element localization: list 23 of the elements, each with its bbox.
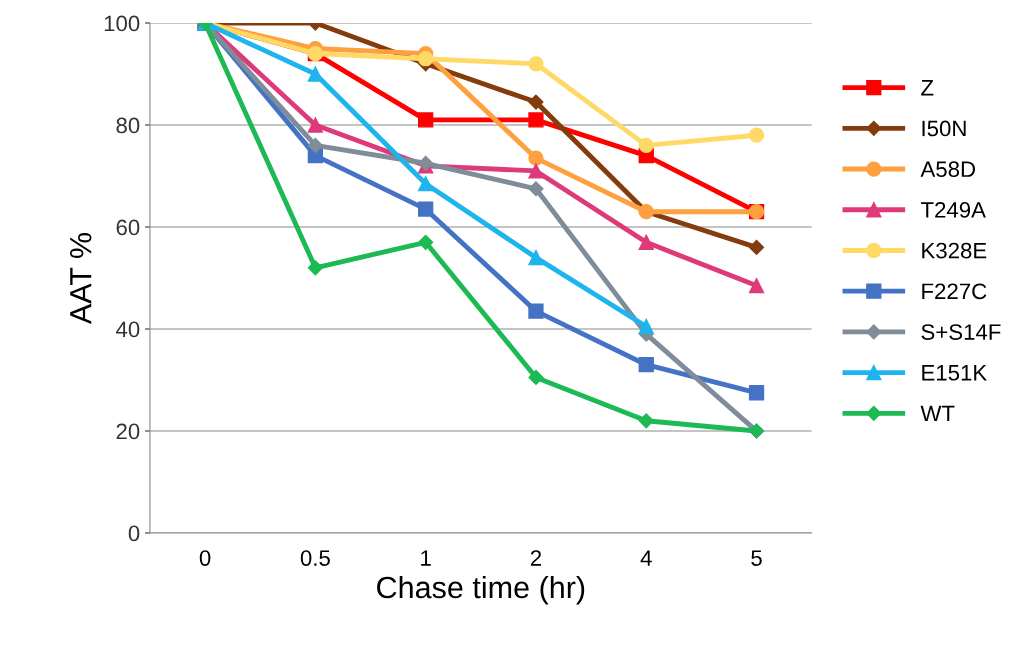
legend-label: K328E bbox=[922, 242, 987, 259]
legend-label: S+S14F bbox=[921, 324, 1001, 340]
x-tick-label: 0 bbox=[199, 550, 211, 566]
y-tick-label: 20 bbox=[116, 423, 140, 440]
legend-label: F227C bbox=[922, 283, 987, 300]
y-tick-label: 100 bbox=[104, 15, 140, 32]
x-tick-label: 0.5 bbox=[300, 550, 330, 566]
x-tick-label: 5 bbox=[751, 550, 762, 566]
legend-label: WT bbox=[920, 405, 955, 422]
legend-label: Z bbox=[921, 80, 934, 96]
legend-label: E151K bbox=[922, 365, 987, 381]
y-tick-label: 0 bbox=[128, 525, 140, 542]
y-tick-label: 40 bbox=[116, 321, 140, 338]
x-tick-label: 1 bbox=[421, 550, 431, 566]
y-tick-label: 80 bbox=[116, 117, 140, 134]
legend-label: A58D bbox=[920, 161, 976, 178]
legend-label: T249A bbox=[920, 202, 986, 218]
x-tick-label: 2 bbox=[530, 550, 542, 566]
y-axis-title: AAT % bbox=[70, 232, 92, 325]
legend-label: I50N bbox=[922, 120, 966, 137]
x-axis-title: Chase time (hr) bbox=[377, 575, 585, 605]
y-tick-label: 60 bbox=[116, 219, 140, 236]
x-tick-label: 4 bbox=[640, 550, 652, 566]
